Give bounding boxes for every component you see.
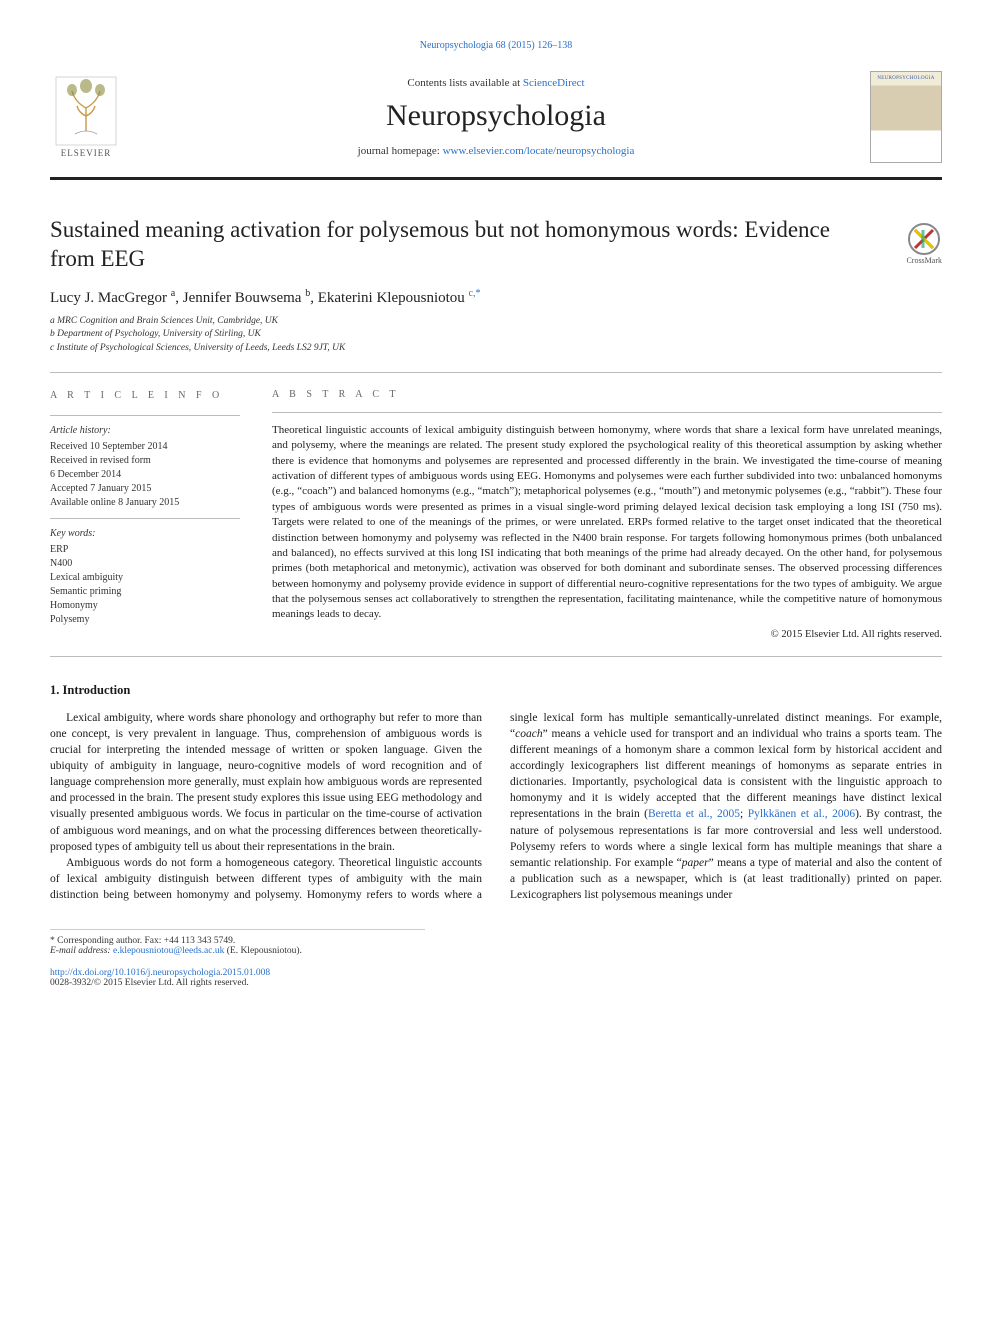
crossmark-badge[interactable]: CrossMark <box>906 222 942 265</box>
email-label: E-mail address: <box>50 946 113 956</box>
homepage-link[interactable]: www.elsevier.com/locate/neuropsychologia <box>443 145 635 157</box>
article-title: Sustained meaning activation for polysem… <box>50 216 870 274</box>
journal-header: ELSEVIER Contents lists available at Sci… <box>50 63 942 180</box>
contents-line: Contents lists available at ScienceDirec… <box>122 77 870 89</box>
keywords-heading: Key words: <box>50 527 240 541</box>
article-info-heading: A R T I C L E I N F O <box>50 389 240 403</box>
history-line: 6 December 2014 <box>50 468 240 482</box>
elsevier-wordmark: ELSEVIER <box>61 148 112 158</box>
abstract-column: A B S T R A C T Theoretical linguistic a… <box>272 389 942 640</box>
affiliation-list: a MRC Cognition and Brain Sciences Unit,… <box>50 315 942 356</box>
section-1-heading: 1. Introduction <box>50 683 942 698</box>
issue-citation: Neuropsychologia 68 (2015) 126–138 <box>50 40 942 51</box>
abstract-text: Theoretical linguistic accounts of lexic… <box>272 423 942 623</box>
doi-link[interactable]: http://dx.doi.org/10.1016/j.neuropsychol… <box>50 968 270 978</box>
citation-link[interactable]: Beretta et al., 2005 <box>648 808 740 820</box>
keyword: N400 <box>50 557 240 571</box>
journal-cover-thumb <box>870 71 942 163</box>
sidebar-rule-1 <box>50 415 240 416</box>
rule-bottom <box>50 656 942 657</box>
history-line: Available online 8 January 2015 <box>50 496 240 510</box>
header-center: Contents lists available at ScienceDirec… <box>122 77 870 157</box>
crossmark-label: CrossMark <box>906 256 942 265</box>
title-block: Sustained meaning activation for polysem… <box>50 216 942 274</box>
history-line: Received 10 September 2014 <box>50 440 240 454</box>
rule-top <box>50 372 942 373</box>
author-list: Lucy J. MacGregor a, Jennifer Bouwsema b… <box>50 288 942 307</box>
history-line: Accepted 7 January 2015 <box>50 482 240 496</box>
keyword: Semantic priming <box>50 585 240 599</box>
affiliation-c: c Institute of Psychological Sciences, U… <box>50 342 942 356</box>
corresponding-footnote: * Corresponding author. Fax: +44 113 343… <box>50 929 425 956</box>
history-line: Received in revised form <box>50 454 240 468</box>
body-columns: Lexical ambiguity, where words share pho… <box>50 710 942 903</box>
elsevier-logo: ELSEVIER <box>50 74 122 160</box>
corr-email-link[interactable]: e.klepousniotou@leeds.ac.uk <box>113 946 224 956</box>
abstract-heading: A B S T R A C T <box>272 389 942 400</box>
page-root: Neuropsychologia 68 (2015) 126–138 ELSEV… <box>0 0 992 1028</box>
intro-para-1: Lexical ambiguity, where words share pho… <box>50 710 482 855</box>
journal-name: Neuropsychologia <box>122 99 870 133</box>
keyword: Polysemy <box>50 613 240 627</box>
sciencedirect-link[interactable]: ScienceDirect <box>523 77 585 89</box>
crossmark-icon <box>907 222 941 256</box>
citation-link[interactable]: Pylkkänen et al., 2006 <box>748 808 855 820</box>
homepage-prefix: journal homepage: <box>358 145 443 157</box>
corr-author-line: * Corresponding author. Fax: +44 113 343… <box>50 936 425 946</box>
keyword: ERP <box>50 543 240 557</box>
abstract-rule <box>272 412 942 413</box>
keyword: Homonymy <box>50 599 240 613</box>
elsevier-tree-icon <box>55 76 117 146</box>
email-suffix: (E. Klepousniotou). <box>224 946 302 956</box>
affiliation-a: a MRC Cognition and Brain Sciences Unit,… <box>50 315 942 329</box>
contents-prefix: Contents lists available at <box>407 77 522 89</box>
issue-citation-link[interactable]: Neuropsychologia 68 (2015) 126–138 <box>420 40 572 51</box>
sidebar-rule-2 <box>50 518 240 519</box>
issn-copyright: 0028-3932/© 2015 Elsevier Ltd. All right… <box>50 978 942 988</box>
abstract-copyright: © 2015 Elsevier Ltd. All rights reserved… <box>272 629 942 640</box>
keyword: Lexical ambiguity <box>50 571 240 585</box>
page-footer: http://dx.doi.org/10.1016/j.neuropsychol… <box>50 968 942 988</box>
article-info-sidebar: A R T I C L E I N F O Article history: R… <box>50 389 240 640</box>
homepage-line: journal homepage: www.elsevier.com/locat… <box>122 145 870 157</box>
history-heading: Article history: <box>50 424 240 438</box>
info-abstract-row: A R T I C L E I N F O Article history: R… <box>50 389 942 640</box>
affiliation-b: b Department of Psychology, University o… <box>50 328 942 342</box>
corr-email-line: E-mail address: e.klepousniotou@leeds.ac… <box>50 946 425 956</box>
